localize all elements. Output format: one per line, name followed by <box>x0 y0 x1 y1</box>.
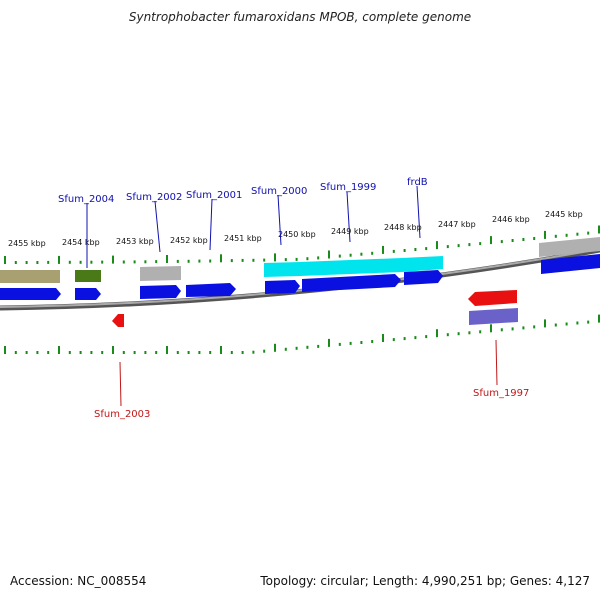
scale-label: 2452 kbp <box>170 236 208 245</box>
scale-label: 2453 kbp <box>116 237 154 246</box>
gene-label-sfum-2000: Sfum_2000 <box>251 186 307 197</box>
cds-arrow <box>0 288 61 300</box>
scale-label: 2454 kbp <box>62 238 100 247</box>
reverse-gene-sfum-2003 <box>112 314 124 327</box>
gene-label-sfum-2001: Sfum_2001 <box>186 190 242 201</box>
feature-highlight-frdb <box>402 256 443 272</box>
cds-arrow-frdb <box>404 270 443 285</box>
cds-arrow-right <box>541 254 600 274</box>
gene-label-sfum-1997: Sfum_1997 <box>473 388 529 399</box>
scale-label: 2447 kbp <box>438 220 476 229</box>
scale-label: 2448 kbp <box>384 223 422 232</box>
genome-summary-text: Topology: circular; Length: 4,990,251 bp… <box>260 574 590 588</box>
feature-highlight-sfum-2000 <box>264 262 300 277</box>
cds-arrow-sfum-2004 <box>75 288 101 300</box>
scale-label: 2445 kbp <box>545 210 583 219</box>
cds-arrow-sfum-2001 <box>186 283 236 297</box>
scale-label: 2446 kbp <box>492 215 530 224</box>
cds-arrow-sfum-2000 <box>265 280 300 294</box>
map-title: Syntrophobacter fumaroxidans MPOB, compl… <box>128 10 472 24</box>
scale-label: 2451 kbp <box>224 234 262 243</box>
reverse-gene-sfum-1997 <box>468 290 517 306</box>
feature-highlight-sfum-1999 <box>300 258 402 276</box>
scale-label: 2455 kbp <box>8 239 46 248</box>
gene-label-sfum-2004: Sfum_2004 <box>58 194 114 205</box>
gene-label-frdb: frdB <box>407 177 428 188</box>
genome-backbone-highlight <box>0 248 600 308</box>
feature-gray <box>140 266 181 281</box>
upper-scale-ticks <box>4 225 600 264</box>
accession-text: Accession: NC_008554 <box>10 574 147 588</box>
gene-label-sfum-2003: Sfum_2003 <box>94 409 150 420</box>
cds-arrow-sfum-2002 <box>140 285 181 299</box>
lower-scale-ticks <box>4 314 600 354</box>
feature-green <box>75 270 101 282</box>
feature-gray-right <box>539 237 600 257</box>
reverse-cds-sfum-1997 <box>469 308 518 325</box>
scale-label: 2450 kbp <box>278 230 316 239</box>
cds-arrow-sfum-1999 <box>302 274 401 292</box>
gene-label-sfum-2002: Sfum_2002 <box>126 192 182 203</box>
feature-olive <box>0 270 60 283</box>
gene-label-sfum-1999: Sfum_1999 <box>320 182 376 193</box>
